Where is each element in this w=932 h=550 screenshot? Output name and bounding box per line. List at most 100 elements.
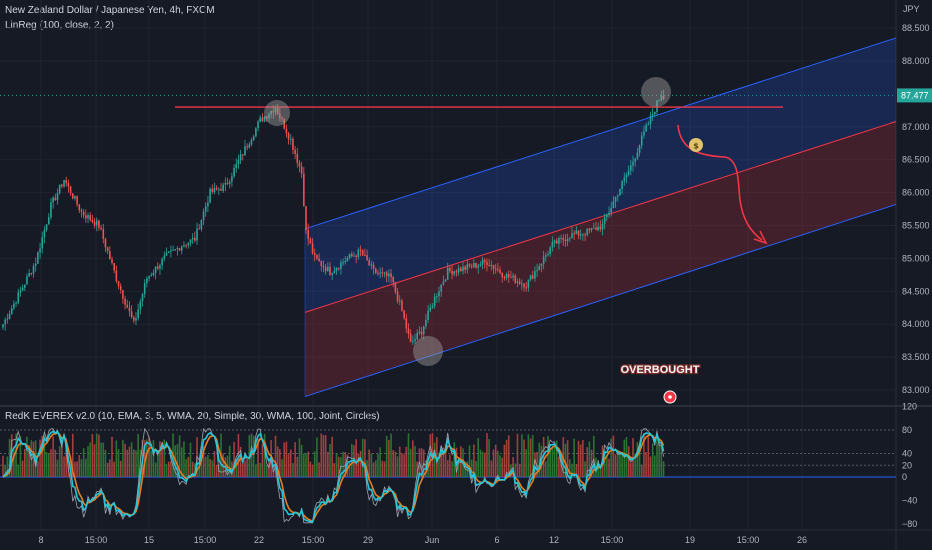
osc-bar [446,460,449,477]
candle-body [87,215,89,219]
osc-bar [433,442,436,477]
osc-bar [91,433,94,477]
osc-bar [63,456,65,477]
candle-body [601,223,604,230]
candle-body [377,273,379,275]
candle-body [429,307,432,311]
candle-body [274,108,277,113]
candle-body [348,254,351,259]
current-price-badge [897,88,932,103]
osc-bar [296,456,299,477]
candle-body [645,125,647,132]
candle-body [98,220,100,228]
osc-bar [211,460,214,477]
osc-bar [279,449,281,477]
osc-bar [287,454,290,477]
candle-body [200,220,203,230]
candle-body [473,263,475,268]
osc-bar [444,444,447,477]
osc-bar [119,460,122,477]
candle-body [562,237,565,240]
osc-bar [239,446,242,477]
osc-bar [525,449,527,477]
candle-body [106,247,109,252]
osc-bar [307,451,309,477]
candle-body [109,251,111,260]
candle-body [279,113,281,119]
candle-body [331,273,333,275]
indicator-legend[interactable]: LinReg (100, close, 2, 2) [5,20,114,31]
candle-body [17,292,20,303]
osc-bar [549,447,551,477]
osc-bar [45,452,48,477]
osc-bar [377,453,379,477]
candle-body [74,196,76,199]
oscillator-legend[interactable]: RedK EVEREX v2.0 (10, EMA, 3, 5, WMA, 20… [5,411,380,422]
candle-body [24,284,26,288]
candle-body [309,239,312,244]
candle-body [255,128,257,137]
osc-bar [473,444,475,477]
candle-body [337,268,340,270]
candle-body [95,220,98,226]
candle-body [270,110,272,115]
osc-bar [348,461,351,477]
candle-body [215,187,218,190]
osc-bar [300,444,303,477]
osc-bar [514,463,517,477]
osc-bar [180,447,183,477]
osc-bar [497,450,499,477]
osc-bar [545,461,547,477]
money-bag-glyph: $ [693,142,699,151]
candlesticks [2,89,665,346]
osc-bar [383,461,386,477]
osc-bar [148,436,150,477]
osc-bar [643,432,645,477]
osc-bar [43,435,46,477]
osc-bar [154,462,157,477]
candle-body [355,255,357,258]
osc-bar [257,438,259,477]
regression-channel [304,37,897,398]
candle-body [150,275,153,277]
osc-bar [610,438,613,477]
candle-body [152,272,155,276]
osc-bar [436,437,438,477]
arrow-head-icon [753,230,768,245]
osc-bar [54,449,57,477]
osc-bar [531,435,534,477]
candle-body [285,128,288,134]
candle-body [102,229,105,239]
candle-body [34,263,37,266]
osc-bar [47,453,50,477]
osc-bar [19,435,22,477]
osc-bar [486,433,488,477]
candle-body [462,266,464,272]
candle-body [250,139,253,145]
candle-body [366,255,368,261]
candle-body [555,240,558,244]
candle-body [488,264,490,266]
money-bag-icon [689,138,703,152]
osc-bar [623,439,626,477]
osc-bar [89,442,91,477]
osc-bar [416,461,418,477]
candle-body [512,275,514,278]
candle-body [451,271,453,275]
candle-body [564,239,567,242]
candle-body [161,258,163,266]
osc-bar [130,442,133,477]
osc-bar [274,435,277,477]
candle-body [174,249,177,251]
osc-bar [137,433,139,477]
osc-bar [98,434,100,477]
candle-body [499,269,501,273]
osc-bar [128,446,131,477]
candle-body [220,189,222,191]
candle-body [19,290,22,293]
highlight-circle [264,100,290,126]
candle-body [442,281,445,285]
candle-body [211,188,214,193]
candle-body [479,264,482,266]
